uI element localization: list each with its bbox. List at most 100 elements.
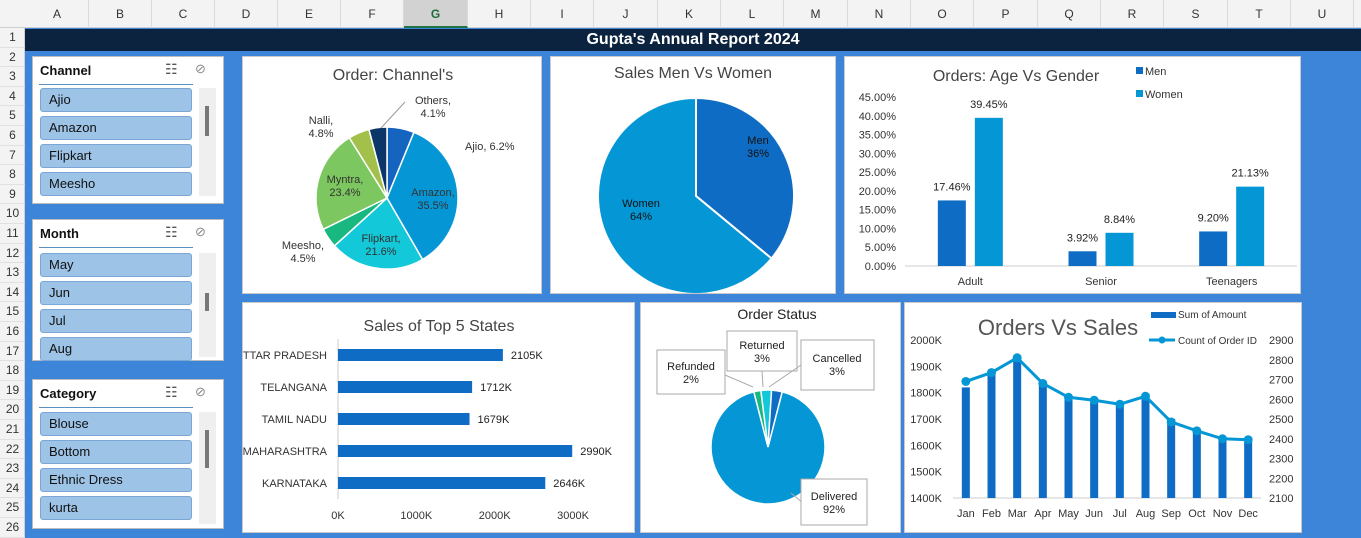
data-label: 2990K (580, 446, 612, 458)
slice-label: Cancelled 3% (813, 353, 862, 378)
column-header-j[interactable]: J (594, 0, 658, 28)
slicer-item[interactable]: Bottom (40, 440, 192, 464)
column-header-i[interactable]: I (531, 0, 594, 28)
multi-select-icon[interactable]: ☷ (165, 61, 178, 77)
y-right-tick-label: 2200 (1269, 473, 1293, 485)
category-slicer: Category ☷ ⊘ Blouse Bottom Ethnic Dress … (32, 379, 224, 529)
row-header-23[interactable]: 23 (0, 459, 25, 479)
row-header-19[interactable]: 19 (0, 381, 25, 401)
data-label: 9.20% (1198, 212, 1229, 224)
bar (338, 477, 546, 489)
bar (338, 349, 503, 361)
column-header-m[interactable]: M (784, 0, 848, 28)
states-chart-panel[interactable]: Sales of Top 5 States 0K 1000K 2000K 3000K UT… (235, 302, 635, 533)
row-header-25[interactable]: 25 (0, 498, 25, 518)
row-header-7[interactable]: 7 (0, 146, 25, 166)
row-header-2[interactable]: 2 (0, 48, 25, 68)
row-header-26[interactable]: 26 (0, 518, 25, 538)
column-header-a[interactable]: A (26, 0, 89, 28)
row-header-12[interactable]: 12 (0, 244, 25, 264)
row-header-1[interactable]: 1 (0, 28, 25, 48)
row-header-14[interactable]: 14 (0, 283, 25, 303)
channel-chart-panel[interactable]: Order: Channel's Ajio, 6.2% Amazon, 35.5% Fl… (242, 56, 542, 294)
report-title: Gupta's Annual Report 2024 (25, 29, 1361, 51)
row-header-11[interactable]: 11 (0, 224, 25, 244)
multi-select-icon[interactable]: ☷ (165, 224, 178, 240)
slicer-scrollbar[interactable] (199, 253, 216, 357)
y-left-tick-label: 1800K (910, 388, 942, 400)
column-header-s[interactable]: S (1164, 0, 1228, 28)
multi-select-icon[interactable]: ☷ (165, 384, 178, 400)
bar (987, 372, 996, 498)
slicer-scrollbar[interactable] (199, 88, 216, 196)
column-header-t[interactable]: T (1228, 0, 1291, 28)
data-label: 21.13% (1232, 168, 1270, 180)
age-gender-bar-chart: Orders: Age Vs Gender 0.00% 5.00% 10.00% 15.… (859, 66, 1297, 288)
column-header-q[interactable]: Q (1038, 0, 1101, 28)
chart-title: Orders: Age Vs Gender (933, 68, 1100, 85)
row-header-9[interactable]: 9 (0, 185, 25, 205)
y-tick-label: KARNATAKA (262, 478, 328, 490)
row-header-20[interactable]: 20 (0, 400, 25, 420)
slice-label: Meesho, 4.5% (282, 240, 324, 265)
row-header-16[interactable]: 16 (0, 322, 25, 342)
column-header-u[interactable]: U (1291, 0, 1354, 28)
age-chart-panel[interactable]: Orders: Age Vs Gender 0.00% 5.00% 10.00% 15.… (844, 56, 1301, 294)
slicer-item[interactable]: Flipkart (40, 144, 192, 168)
row-header-24[interactable]: 24 (0, 479, 25, 499)
line-point (961, 376, 971, 386)
slicer-item[interactable]: kurta (40, 496, 192, 520)
clear-filter-icon[interactable]: ⊘ (195, 224, 206, 239)
gender-chart-panel[interactable]: Sales Men Vs Women Men 36% Women 64% (550, 56, 836, 295)
row-header-10[interactable]: 10 (0, 204, 25, 224)
column-header-c[interactable]: C (152, 0, 215, 28)
column-header-f[interactable]: F (341, 0, 404, 28)
status-chart-panel[interactable]: Order Status Delivered 92% Refunded 2% Return… (640, 302, 901, 533)
slice-label: Women 64% (622, 198, 660, 223)
clear-filter-icon[interactable]: ⊘ (195, 61, 206, 76)
column-header-n[interactable]: N (848, 0, 911, 28)
y-tick-label: TAMIL NADU (262, 414, 327, 426)
line-point (1012, 353, 1022, 363)
legend-marker (1158, 336, 1166, 344)
slicer-item[interactable]: Blouse (40, 412, 192, 436)
row-header-17[interactable]: 17 (0, 342, 25, 362)
column-header-d[interactable]: D (215, 0, 278, 28)
bar (1115, 403, 1124, 498)
column-header-k[interactable]: K (658, 0, 721, 28)
slicer-item[interactable]: Amazon (40, 116, 192, 140)
row-header-18[interactable]: 18 (0, 361, 25, 381)
clear-filter-icon[interactable]: ⊘ (195, 384, 206, 399)
column-header-l[interactable]: L (721, 0, 784, 28)
chart-title: Sales Men Vs Women (614, 65, 772, 82)
row-header-22[interactable]: 22 (0, 440, 25, 460)
slicer-item[interactable]: Aug (40, 337, 192, 361)
slice-label: Ajio, 6.2% (465, 141, 515, 153)
row-header-13[interactable]: 13 (0, 263, 25, 283)
column-header-h[interactable]: H (468, 0, 531, 28)
slicer-item[interactable]: Meesho (40, 172, 192, 196)
column-header-r[interactable]: R (1101, 0, 1164, 28)
column-header-o[interactable]: O (911, 0, 974, 28)
slicer-title: Channel (40, 63, 92, 78)
row-header-4[interactable]: 4 (0, 87, 25, 107)
slice-label: Refunded 2% (667, 361, 715, 386)
column-header-g[interactable]: G (404, 0, 468, 28)
slicer-scrollbar[interactable] (199, 412, 216, 524)
slicer-item[interactable]: Ajio (40, 88, 192, 112)
row-header-15[interactable]: 15 (0, 302, 25, 322)
row-header-5[interactable]: 5 (0, 106, 25, 126)
slicer-item[interactable]: Jul (40, 309, 192, 333)
row-header-21[interactable]: 21 (0, 420, 25, 440)
orders-sales-chart-panel[interactable]: Orders Vs Sales 1400K 1500K 1600K 1700K 1800K… (904, 302, 1302, 533)
slicer-item[interactable]: May (40, 253, 192, 277)
column-header-b[interactable]: B (89, 0, 152, 28)
row-header-8[interactable]: 8 (0, 165, 25, 185)
column-header-p[interactable]: P (974, 0, 1038, 28)
row-header-6[interactable]: 6 (0, 126, 25, 146)
data-label: 8.84% (1104, 214, 1135, 226)
column-header-e[interactable]: E (278, 0, 341, 28)
slicer-item[interactable]: Ethnic Dress (40, 468, 192, 492)
slicer-item[interactable]: Jun (40, 281, 192, 305)
row-header-3[interactable]: 3 (0, 67, 25, 87)
